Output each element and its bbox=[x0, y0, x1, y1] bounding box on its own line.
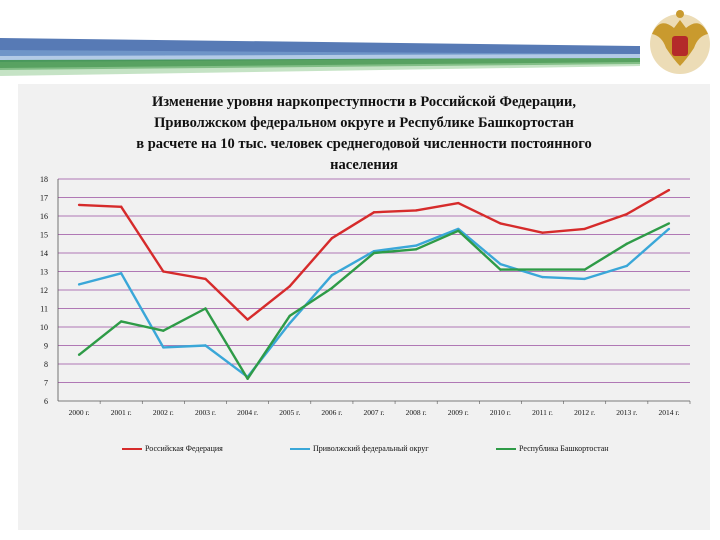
data-point bbox=[330, 237, 334, 240]
data-point bbox=[162, 329, 165, 332]
legend-item: Республика Башкортостан bbox=[496, 444, 609, 453]
y-tick-label: 8 bbox=[44, 360, 48, 369]
data-point bbox=[499, 268, 502, 271]
header-banner bbox=[0, 0, 720, 80]
legend-swatch bbox=[496, 448, 516, 451]
x-tick-label: 2003 г. bbox=[195, 408, 216, 417]
chart-legend: Российская Федерация Приволжский федераль… bbox=[18, 444, 710, 460]
y-tick-label: 6 bbox=[44, 397, 48, 406]
data-point bbox=[583, 227, 586, 231]
legend-label: Республика Башкортостан bbox=[519, 444, 609, 453]
data-point bbox=[77, 353, 81, 356]
legend-item: Приволжский федеральный округ bbox=[290, 444, 429, 453]
data-point bbox=[667, 227, 671, 231]
y-tick-label: 14 bbox=[40, 249, 48, 258]
data-point bbox=[457, 227, 460, 231]
x-tick-label: 2013 г. bbox=[616, 408, 637, 417]
data-point bbox=[414, 248, 418, 251]
data-point bbox=[541, 231, 544, 234]
data-point bbox=[120, 272, 123, 275]
y-tick-label: 11 bbox=[40, 305, 48, 314]
data-point bbox=[414, 244, 418, 247]
y-tick-label: 16 bbox=[40, 212, 48, 221]
data-point bbox=[583, 277, 586, 281]
x-tick-label: 2011 г. bbox=[532, 408, 553, 417]
series-line-3 bbox=[78, 222, 670, 380]
y-tick-label: 12 bbox=[40, 286, 48, 295]
data-point bbox=[330, 286, 334, 290]
data-point bbox=[541, 275, 544, 279]
data-point bbox=[541, 268, 544, 271]
legend-label: Приволжский федеральный округ bbox=[313, 444, 429, 453]
legend-swatch bbox=[290, 448, 310, 451]
data-point bbox=[330, 274, 334, 277]
data-point bbox=[120, 320, 123, 323]
data-point bbox=[204, 307, 207, 310]
data-point bbox=[625, 264, 628, 268]
x-tick-label: 2006 г. bbox=[321, 408, 342, 417]
data-point bbox=[499, 222, 502, 225]
data-point bbox=[667, 222, 671, 225]
data-point bbox=[204, 344, 207, 347]
y-tick-label: 15 bbox=[40, 231, 48, 240]
data-point bbox=[457, 229, 460, 232]
x-tick-label: 2004 г. bbox=[237, 408, 258, 417]
data-point bbox=[457, 201, 460, 205]
y-tick-label: 13 bbox=[40, 268, 48, 277]
data-point bbox=[583, 268, 586, 271]
legend-label: Российская Федерация bbox=[145, 444, 223, 453]
data-point bbox=[499, 262, 502, 266]
data-point bbox=[414, 209, 418, 212]
data-point bbox=[246, 377, 249, 380]
y-tick-label: 7 bbox=[44, 379, 48, 388]
x-tick-label: 2008 г. bbox=[406, 408, 427, 417]
x-tick-label: 2012 г. bbox=[574, 408, 595, 417]
data-point bbox=[372, 211, 376, 214]
y-tick-label: 9 bbox=[44, 342, 48, 351]
chart-title-text: Изменение уровня наркопреступности в Рос… bbox=[136, 94, 592, 173]
y-tick-label: 10 bbox=[40, 323, 48, 332]
data-point bbox=[162, 346, 165, 349]
data-point bbox=[246, 318, 249, 321]
data-point bbox=[77, 203, 81, 207]
data-point bbox=[667, 188, 671, 192]
data-point bbox=[372, 251, 376, 255]
x-tick-label: 2005 г. bbox=[279, 408, 300, 417]
x-tick-label: 2000 г. bbox=[69, 408, 90, 417]
x-tick-label: 2001 г. bbox=[111, 408, 132, 417]
data-point bbox=[120, 205, 123, 208]
data-point bbox=[77, 283, 81, 286]
data-point bbox=[288, 285, 291, 288]
data-point bbox=[162, 270, 165, 273]
x-tick-label: 2014 г. bbox=[658, 408, 679, 417]
series-line-1 bbox=[79, 189, 670, 321]
x-tick-label: 2007 г. bbox=[364, 408, 385, 417]
x-tick-label: 2002 г. bbox=[153, 408, 174, 417]
legend-item: Российская Федерация bbox=[122, 444, 223, 453]
chart-panel bbox=[18, 84, 710, 530]
y-tick-label: 17 bbox=[40, 194, 48, 203]
data-point bbox=[204, 277, 207, 281]
y-tick-label: 18 bbox=[40, 175, 48, 184]
emblem-icon bbox=[650, 10, 710, 74]
data-point bbox=[625, 242, 628, 245]
x-tick-label: 2009 г. bbox=[448, 408, 469, 417]
legend-swatch bbox=[122, 448, 142, 451]
data-point bbox=[288, 314, 291, 318]
chart-title: Изменение уровня наркопреступности в Рос… bbox=[18, 92, 710, 176]
data-point bbox=[625, 212, 628, 216]
data-point bbox=[288, 322, 291, 325]
x-tick-label: 2010 г. bbox=[490, 408, 511, 417]
